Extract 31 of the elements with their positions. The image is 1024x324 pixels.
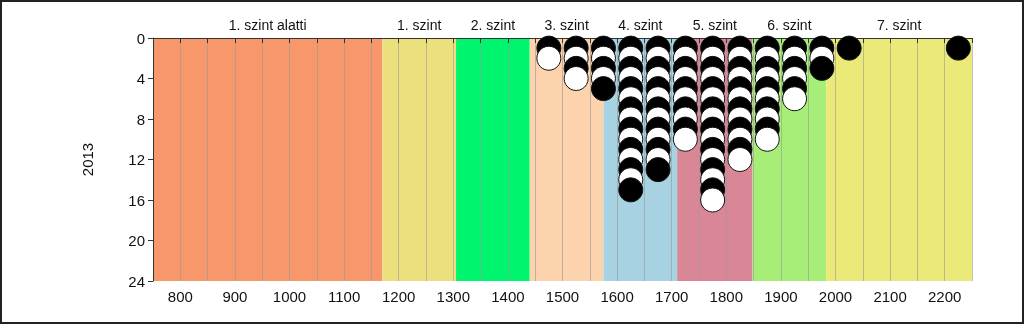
x-tick-label: 2200: [928, 288, 962, 305]
band-label: 4. szint: [618, 17, 663, 33]
band-label: 1. szint alatti: [228, 17, 307, 33]
x-tick-label: 1300: [436, 288, 470, 305]
x-tick-label: 1000: [272, 288, 307, 305]
y-tick-label: 4: [136, 70, 145, 87]
y-tick-label: 12: [128, 151, 145, 168]
x-tick-label: 1200: [382, 288, 416, 305]
x-tick-label: 1700: [655, 288, 689, 305]
x-tick-label: 2000: [818, 288, 853, 305]
y-axis-title: 2013: [79, 142, 96, 177]
y-tick-label: 8: [136, 110, 145, 128]
band-label: 7. szint: [876, 17, 922, 33]
x-tick-label: 1100: [327, 288, 361, 305]
x-tick-label: 2100: [873, 288, 907, 305]
band-label: 3. szint: [544, 17, 589, 33]
x-tick-label: 900: [222, 288, 248, 305]
y-tick-label: 0: [136, 29, 145, 47]
y-tick-label: 20: [128, 232, 145, 249]
x-tick-label: 800: [167, 288, 193, 305]
band-label: 1. szint: [397, 17, 442, 33]
x-tick-label: 1900: [764, 288, 798, 305]
x-tick-label: 1500: [545, 288, 580, 305]
x-tick-label: 1400: [491, 288, 525, 305]
x-tick-label: 1600: [600, 288, 634, 305]
y-tick-label: 24: [128, 272, 145, 290]
x-tick-label: 1800: [709, 288, 743, 305]
band-label: 5. szint: [692, 17, 738, 33]
band-label: 6. szint: [767, 17, 812, 33]
band-label: 2. szint: [470, 17, 516, 33]
y-tick-label: 16: [128, 191, 145, 209]
